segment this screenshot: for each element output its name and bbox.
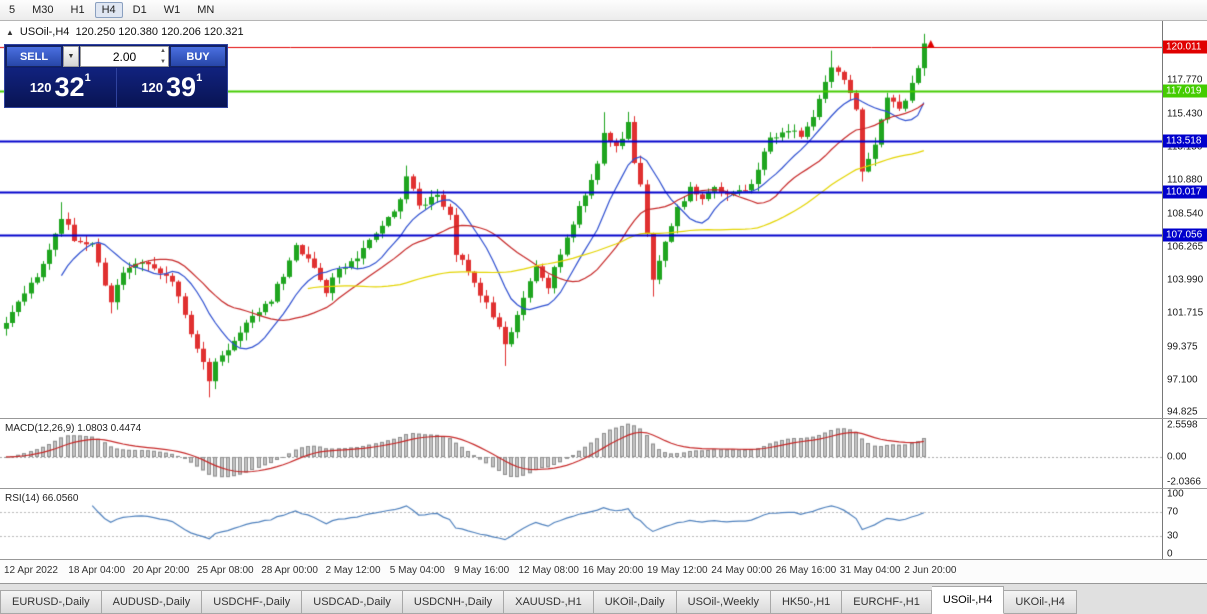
price-tick: 108.540 — [1167, 208, 1204, 220]
chart-tab-eurusd-daily[interactable]: EURUSD-,Daily — [0, 590, 102, 614]
spin-down-icon[interactable]: ▼ — [160, 59, 166, 65]
macd-tick: -2.0366 — [1167, 476, 1201, 488]
rsi-label: RSI(14) 66.0560 — [5, 493, 79, 504]
chart-tab-usdcad-daily[interactable]: USDCAD-,Daily — [302, 590, 403, 614]
price-chart-panel: ▲ USOil-,H4 120.250 120.380 120.206 120.… — [0, 21, 1207, 419]
time-label: 24 May 00:00 — [711, 565, 772, 576]
sell-button[interactable]: SELL — [6, 46, 62, 67]
macd-tick: 2.5598 — [1167, 419, 1198, 431]
price-level-label: 110.017 — [1163, 185, 1207, 199]
price-tick: 110.880 — [1167, 174, 1203, 186]
buy-price-frac: 1 — [196, 72, 203, 84]
rsi-tick: 100 — [1167, 488, 1184, 500]
time-label: 19 May 12:00 — [647, 565, 708, 576]
rsi-axis[interactable]: 100 70 30 0 — [1162, 488, 1207, 560]
price-level-label: 117.019 — [1163, 84, 1207, 98]
chart-tab-usoil-h4[interactable]: USOil-,H4 — [931, 586, 1005, 614]
time-label: 12 May 08:00 — [518, 565, 579, 576]
time-label: 28 Apr 00:00 — [261, 565, 318, 576]
timeframe-m30[interactable]: M30 — [32, 4, 54, 16]
buy-button[interactable]: BUY — [170, 46, 226, 67]
price-tick: 97.100 — [1167, 374, 1198, 386]
chart-tab-audusd-daily[interactable]: AUDUSD-,Daily — [101, 590, 203, 614]
timeframe-d1[interactable]: D1 — [132, 4, 147, 16]
time-label: 31 May 04:00 — [839, 565, 901, 576]
buy-price-int: 120 — [141, 80, 164, 95]
time-label: 2 May 12:00 — [325, 565, 381, 576]
price-level-label: 107.056 — [1163, 228, 1207, 242]
chart-tab-usdchf-daily[interactable]: USDCHF-,Daily — [202, 590, 303, 614]
time-label: 16 May 20:00 — [582, 565, 644, 576]
chart-tab-xauusd-h1[interactable]: XAUUSD-,H1 — [504, 590, 594, 614]
chart-tab-hk50-h1[interactable]: HK50-,H1 — [770, 590, 843, 614]
buy-price-pips: 39 — [166, 72, 197, 102]
volume-value: 2.00 — [112, 49, 137, 64]
time-label: 5 May 04:00 — [389, 565, 445, 576]
trade-controls-row: SELL ▼ 2.00 ▲ ▼ BUY — [5, 45, 227, 68]
volume-dropdown-icon[interactable]: ▼ — [63, 46, 79, 67]
quote-row: 120 32 1 120 39 1 — [5, 68, 227, 107]
chart-tab-usoil-weekly[interactable]: USOil-,Weekly — [676, 590, 771, 614]
rsi-panel: RSI(14) 66.0560 100 70 30 0 — [0, 489, 1207, 560]
timeframe-5[interactable]: 5 — [9, 4, 16, 16]
rsi-tick: 0 — [1167, 548, 1173, 560]
price-tick: 115.430 — [1167, 108, 1203, 120]
rsi-tick: 70 — [1167, 506, 1179, 518]
chart-ohlc-values: 120.250 120.380 120.206 120.321 — [75, 26, 244, 38]
timeframe-mn[interactable]: MN — [197, 4, 215, 16]
macd-canvas[interactable] — [0, 419, 1162, 488]
buy-price-quote[interactable]: 120 39 1 — [115, 68, 228, 107]
price-tick: 94.825 — [1167, 406, 1198, 418]
price-axis[interactable]: 117.770115.430113.150110.880108.540106.2… — [1162, 21, 1207, 418]
time-label: 26 May 16:00 — [775, 565, 837, 576]
macd-label: MACD(12,26,9) 1.0803 0.4474 — [5, 423, 142, 434]
one-click-toggle-icon[interactable]: ▲ — [6, 27, 14, 37]
rsi-tick: 30 — [1167, 530, 1179, 542]
timeframe-h4[interactable]: H4 — [94, 2, 123, 18]
timeframe-toolbar: 5 M30 H1 H4 D1 W1 MN — [0, 0, 1207, 21]
sell-price-quote[interactable]: 120 32 1 — [5, 68, 116, 107]
chart-tab-eurchf-h1[interactable]: EURCHF-,H1 — [842, 590, 932, 614]
timeframe-h1[interactable]: H1 — [70, 4, 85, 16]
price-tick: 99.375 — [1167, 341, 1198, 353]
time-label: 25 Apr 08:00 — [196, 565, 254, 576]
sell-price-frac: 1 — [84, 72, 91, 84]
time-label: 18 Apr 04:00 — [68, 565, 126, 576]
macd-axis[interactable]: 2.5598 0.00 -2.0366 — [1162, 419, 1207, 488]
timeframe-w1[interactable]: W1 — [163, 4, 181, 16]
time-label: 12 Apr 2022 — [4, 565, 58, 576]
volume-stepper[interactable]: ▲ ▼ — [160, 48, 166, 65]
price-tick: 103.990 — [1167, 274, 1204, 286]
time-label: 2 Jun 20:00 — [904, 565, 957, 576]
macd-tick: 0.00 — [1167, 451, 1187, 463]
time-label: 9 May 16:00 — [454, 565, 510, 576]
price-tick: 117.770 — [1167, 74, 1203, 86]
price-tick: 101.715 — [1167, 307, 1204, 319]
time-label: 20 Apr 20:00 — [132, 565, 190, 576]
sell-price-int: 120 — [29, 80, 52, 95]
spin-up-icon[interactable]: ▲ — [160, 48, 166, 54]
price-level-label: 120.011 — [1163, 40, 1207, 54]
one-click-trading-panel: SELL ▼ 2.00 ▲ ▼ BUY 120 32 1 120 39 1 — [4, 44, 228, 108]
time-axis[interactable]: 12 Apr 2022 18 Apr 04:00 20 Apr 20:00 25 Ap… — [0, 560, 1207, 584]
price-level-label: 113.518 — [1163, 134, 1207, 148]
volume-input[interactable]: 2.00 ▲ ▼ — [80, 46, 169, 67]
chart-tabs-bar: EURUSD-,Daily AUDUSD-,Daily USDCHF-,Daily U… — [0, 584, 1207, 614]
chart-symbol-label: USOil-,H4 — [19, 26, 70, 38]
chart-tab-usdcnh-daily[interactable]: USDCNH-,Daily — [402, 590, 505, 614]
chart-tab-ukoil-h4[interactable]: UKOil-,H4 — [1004, 590, 1077, 614]
chart-tab-ukoil-daily[interactable]: UKOil-,Daily — [593, 590, 677, 614]
chart-ohlc-header: ▲ USOil-,H4 120.250 120.380 120.206 120.… — [6, 26, 244, 38]
macd-panel: MACD(12,26,9) 1.0803 0.4474 2.5598 0.00 -2… — [0, 419, 1207, 489]
sell-price-pips: 32 — [54, 72, 85, 102]
price-tick: 106.265 — [1167, 241, 1204, 253]
rsi-canvas[interactable] — [0, 489, 1162, 559]
